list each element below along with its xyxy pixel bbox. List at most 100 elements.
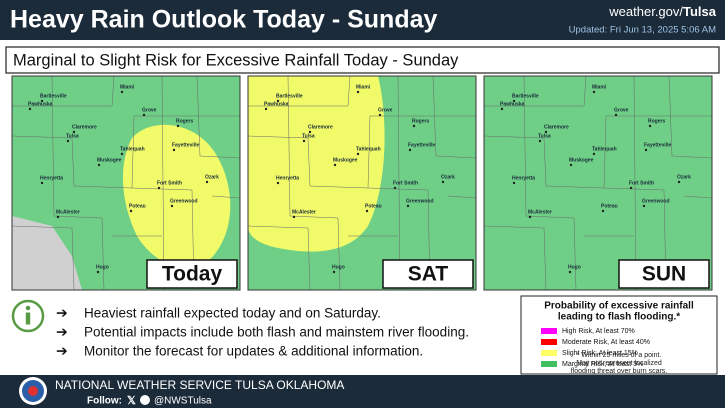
county-line <box>247 225 311 291</box>
city-dot <box>629 186 633 190</box>
city-label: Poteau <box>365 203 382 209</box>
city-dot <box>120 152 124 156</box>
city-dot <box>644 148 648 152</box>
panel-label: SAT <box>408 263 449 286</box>
city-label: Fort Smith <box>629 180 654 186</box>
city-label: Muskogee <box>333 157 358 163</box>
city-dot <box>333 163 337 167</box>
city-dot <box>569 163 573 167</box>
header-band <box>0 0 725 40</box>
legend-label: Slight Risk, At least 15% <box>562 350 638 357</box>
info-icon <box>11 299 45 333</box>
city-dot <box>356 90 360 94</box>
city-label: Henryetta <box>276 175 299 181</box>
city-label: Muskogee <box>569 157 594 163</box>
legend: Probability of excessive rainfallleading… <box>541 301 694 375</box>
city-dot <box>40 99 44 103</box>
legend-swatch <box>541 328 557 334</box>
x-icon[interactable]: 𝕏 <box>127 395 136 407</box>
city-dot <box>406 204 410 208</box>
county-line <box>287 75 341 291</box>
city-label: McAlester <box>292 209 316 215</box>
city-label: Tahlequah <box>592 146 617 152</box>
city-dot <box>614 113 618 117</box>
city-dot <box>648 124 652 128</box>
bullet-arrow: ➔ <box>56 343 68 359</box>
county-line <box>483 225 547 291</box>
city-dot <box>568 270 572 274</box>
city-label: Muskogee <box>97 157 122 163</box>
city-dot <box>538 139 542 143</box>
city-dot <box>412 124 416 128</box>
county-line <box>11 225 75 291</box>
panel-label: Today <box>162 263 223 286</box>
city-label: Claremore <box>72 124 97 130</box>
outside-area <box>12 216 82 290</box>
city-dot <box>56 215 60 219</box>
city-dot <box>441 180 445 184</box>
county-line <box>196 75 241 159</box>
city-dot <box>176 124 180 128</box>
city-label: Tulsa <box>538 133 551 139</box>
legend-title: Probability of excessive rainfall <box>544 301 694 312</box>
city-dot <box>40 181 44 185</box>
panel-label-box <box>146 259 238 289</box>
bullet-text: Monitor the forecast for updates & addit… <box>84 344 423 359</box>
city-dot <box>592 90 596 94</box>
footer-org: NATIONAL WEATHER SERVICE TULSA OKLAHOMA <box>55 378 344 392</box>
county-line <box>247 115 476 189</box>
city-dot <box>365 209 369 213</box>
city-dot <box>205 180 209 184</box>
legend-note: flooding threat over burn scars. <box>571 368 668 375</box>
bullet-text: Potential impacts include both flash and… <box>84 325 469 340</box>
map-panel: Bartlesville Miami Pawhuska Grove Claremore T… <box>483 75 713 291</box>
city-label: Rogers <box>412 118 429 124</box>
county-line <box>367 187 431 291</box>
site: weather.gov/Tulsa <box>608 4 716 19</box>
map-panel: Bartlesville Miami Pawhuska Grove Claremore T… <box>247 75 477 291</box>
city-label: Bartlesville <box>40 93 67 99</box>
city-label: Poteau <box>601 203 618 209</box>
city-label: Fayetteville <box>408 142 435 148</box>
city-label: Bartlesville <box>512 93 539 99</box>
updated: Updated: Fri Jun 13, 2025 5:06 AM <box>569 25 716 36</box>
city-label: Fayetteville <box>172 142 199 148</box>
county-line <box>603 187 667 291</box>
county-line <box>683 195 713 199</box>
facebook-icon[interactable] <box>140 395 150 405</box>
city-dot <box>642 204 646 208</box>
footer-handle[interactable]: @NWSTulsa <box>154 396 212 407</box>
subtitle-box <box>5 46 720 74</box>
city-dot <box>592 152 596 156</box>
city-label: Tahlequah <box>120 146 145 152</box>
city-label: Grove <box>142 107 157 113</box>
legend-swatch <box>541 339 557 345</box>
bullet-text: Heaviest rainfall expected today and on … <box>84 306 381 321</box>
city-dot <box>308 130 312 134</box>
city-label: Claremore <box>308 124 333 130</box>
city-dot <box>544 130 548 134</box>
county-line <box>11 115 240 189</box>
city-label: Fort Smith <box>157 180 182 186</box>
city-dot <box>512 99 516 103</box>
city-label: Ozark <box>205 174 219 180</box>
city-label: Poteau <box>129 203 146 209</box>
city-dot <box>302 139 306 143</box>
city-dot <box>276 181 280 185</box>
map-border <box>247 75 477 291</box>
map-border <box>11 75 241 291</box>
county-line <box>12 75 115 107</box>
legend-label: Marginal Risk, At least 5% <box>562 361 643 368</box>
subtitle: Marginal to Slight Risk for Excessive Ra… <box>13 51 459 69</box>
city-label: McAlester <box>56 209 80 215</box>
city-label: Greenwood <box>406 198 434 204</box>
site-office: Tulsa <box>683 4 717 19</box>
city-label: Greenwood <box>170 198 198 204</box>
city-label: Tahlequah <box>356 146 381 152</box>
legend-swatch <box>541 350 557 356</box>
city-label: Hugo <box>332 264 345 270</box>
city-dot <box>129 209 133 213</box>
city-dot <box>170 204 174 208</box>
panel-label-box <box>382 259 474 289</box>
city-dot <box>332 270 336 274</box>
